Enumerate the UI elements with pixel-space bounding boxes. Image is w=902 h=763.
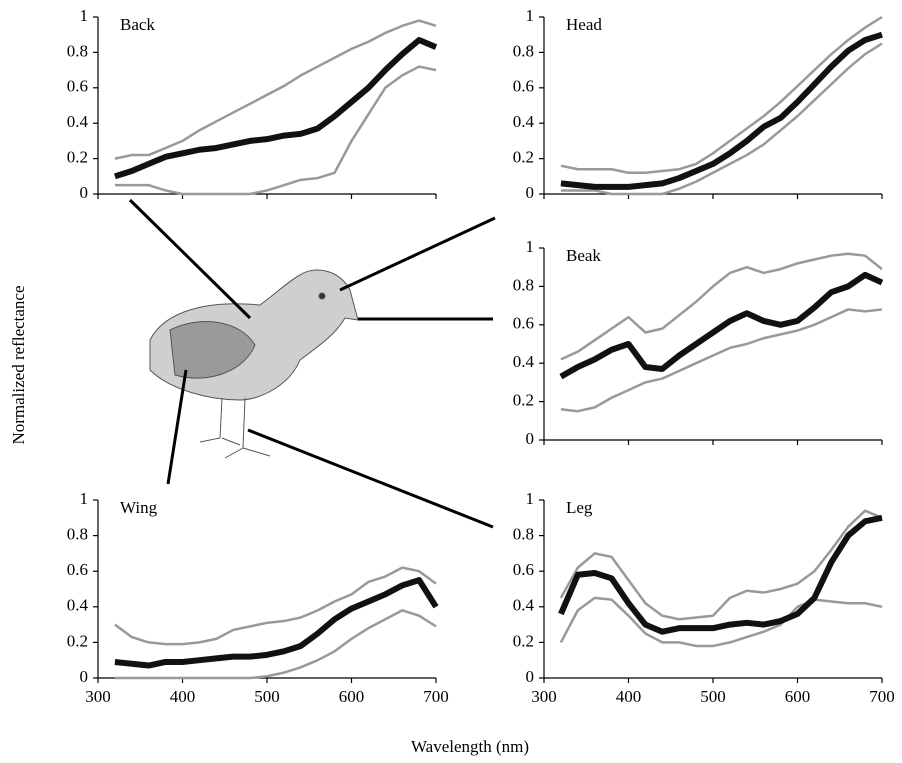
y-tick-label: 0.4 <box>513 596 535 615</box>
y-tick-label: 0.8 <box>513 525 534 544</box>
x-tick-label: 600 <box>339 687 365 706</box>
y-tick-label: 0.4 <box>67 596 89 615</box>
series-line <box>560 15 883 175</box>
y-tick-label: 0.8 <box>513 275 534 294</box>
y-tick-label: 1 <box>526 237 535 256</box>
y-tick-label: 1 <box>526 6 535 25</box>
x-tick-label: 500 <box>700 687 726 706</box>
y-tick-label: 0.2 <box>513 631 534 650</box>
y-tick-label: 0.4 <box>67 112 89 131</box>
series-line <box>114 37 438 180</box>
y-tick-label: 0.4 <box>513 112 535 131</box>
panel-title: Wing <box>120 498 158 517</box>
y-tick-label: 0 <box>526 429 535 448</box>
y-tick-label: 1 <box>80 6 89 25</box>
series-line <box>114 609 437 680</box>
x-tick-label: 700 <box>423 687 449 706</box>
series-line <box>114 577 439 669</box>
panel-title: Beak <box>566 246 601 265</box>
y-tick-label: 0.2 <box>67 148 88 167</box>
series-line <box>560 252 883 361</box>
y-tick-label: 0.8 <box>67 41 88 60</box>
series-line <box>560 42 883 196</box>
y-tick-label: 0.6 <box>513 77 534 96</box>
y-tick-label: 0.4 <box>513 352 535 371</box>
x-tick-label: 400 <box>170 687 196 706</box>
bird-illustration <box>149 269 359 459</box>
series-line <box>560 308 883 413</box>
x-tick-label: 400 <box>616 687 642 706</box>
x-tick-label: 300 <box>531 687 557 706</box>
y-tick-label: 1 <box>526 489 535 508</box>
y-tick-label: 0.8 <box>67 525 88 544</box>
y-tick-label: 0.2 <box>67 631 88 650</box>
y-tick-label: 0.2 <box>513 148 534 167</box>
y-tick-label: 0.8 <box>513 41 534 60</box>
series-line <box>559 271 884 380</box>
y-tick-label: 0 <box>526 667 535 686</box>
y-tick-label: 0 <box>526 183 535 202</box>
x-tick-label: 700 <box>869 687 895 706</box>
x-axis-label: Wavelength (nm) <box>411 737 529 756</box>
y-tick-label: 0.6 <box>67 560 88 579</box>
y-tick-label: 0 <box>80 183 89 202</box>
series-line <box>559 509 883 621</box>
y-tick-label: 1 <box>80 489 89 508</box>
panel-title: Leg <box>566 498 593 517</box>
series-line <box>114 65 437 196</box>
series-line <box>560 31 883 190</box>
series-line <box>558 514 883 635</box>
y-tick-label: 0.6 <box>513 560 534 579</box>
series-line <box>114 566 437 646</box>
panel-title: Back <box>120 15 155 34</box>
y-axis-label: Normalized reflectance <box>9 285 28 444</box>
y-tick-label: 0.6 <box>67 77 88 96</box>
series-line <box>114 19 437 160</box>
pointer-lines <box>128 198 496 529</box>
y-tick-label: 0.6 <box>513 314 534 333</box>
x-tick-label: 300 <box>85 687 111 706</box>
x-tick-label: 600 <box>785 687 811 706</box>
y-tick-label: 0.2 <box>513 391 534 410</box>
y-tick-label: 0 <box>80 667 89 686</box>
series-line <box>559 596 883 648</box>
panel-title: Head <box>566 15 602 34</box>
x-tick-label: 500 <box>254 687 280 706</box>
